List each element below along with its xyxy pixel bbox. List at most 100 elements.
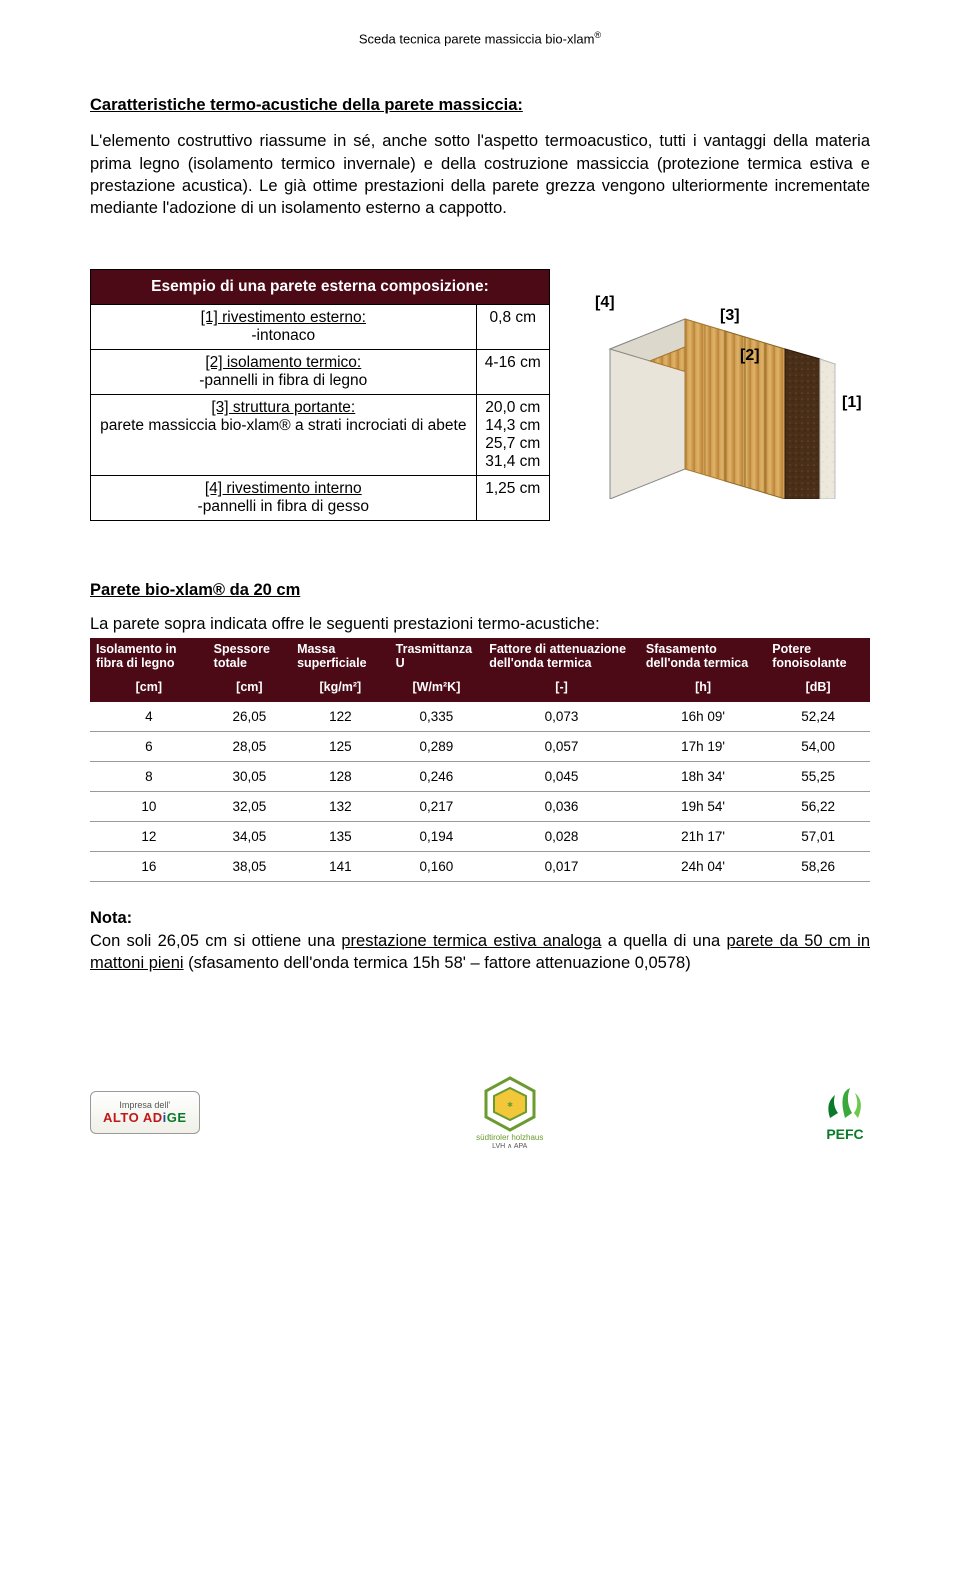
perf-unit: [dB]	[766, 674, 870, 702]
perf-cell: 6	[90, 732, 208, 762]
perf-cell: 18h 34'	[640, 762, 766, 792]
comp-row-label: [1] rivestimento esterno:-intonaco	[91, 305, 477, 350]
page-header: Sceda tecnica parete massiccia bio-xlam®	[90, 30, 870, 46]
perf-cell: 0,057	[483, 732, 640, 762]
perf-cell: 24h 04'	[640, 852, 766, 882]
note-block: Nota: Con soli 26,05 cm si ottiene una p…	[90, 907, 870, 974]
perf-header: Trasmittanza U	[390, 638, 484, 674]
logo-alto-2: AD	[143, 1110, 163, 1125]
perf-cell: 0,028	[483, 822, 640, 852]
perf-cell: 0,160	[390, 852, 484, 882]
svg-text:✱: ✱	[507, 1101, 513, 1109]
table-row: 830,051280,2460,04518h 34'55,25	[90, 762, 870, 792]
comp-row-value: 1,25 cm	[476, 476, 549, 521]
perf-cell: 0,073	[483, 702, 640, 732]
note-label: Nota:	[90, 909, 132, 927]
table-row: 628,051250,2890,05717h 19'54,00	[90, 732, 870, 762]
perf-cell: 16h 09'	[640, 702, 766, 732]
holzhaus-icon: ✱	[480, 1074, 540, 1134]
table-row: 1638,051410,1600,01724h 04'58,26	[90, 852, 870, 882]
perf-cell: 122	[291, 702, 390, 732]
section2-title-text: Parete bio-xlam® da 20 cm	[90, 581, 300, 599]
perf-cell: 57,01	[766, 822, 870, 852]
logo-alto-adige: Impresa dell' ALTO ADiGE	[90, 1091, 200, 1134]
composition-table: Esempio di una parete esterna composizio…	[90, 269, 550, 521]
perf-header: Isolamento in fibra di legno	[90, 638, 208, 674]
composition-row: Esempio di una parete esterna composizio…	[90, 269, 870, 521]
table-row: 1234,051350,1940,02821h 17'57,01	[90, 822, 870, 852]
logo-holzhaus: ✱ südtiroler holzhaus LVH ∧ APA	[476, 1074, 543, 1150]
perf-intro: La parete sopra indicata offre le seguen…	[90, 615, 870, 634]
diagram-label-2: [2]	[740, 347, 760, 365]
section1-body: L'elemento costruttivo riassume in sé, a…	[90, 130, 870, 219]
perf-cell: 0,289	[390, 732, 484, 762]
section1-title: Caratteristiche termo-acustiche della pa…	[90, 96, 870, 115]
perf-cell: 19h 54'	[640, 792, 766, 822]
perf-cell: 30,05	[208, 762, 291, 792]
perf-cell: 38,05	[208, 852, 291, 882]
perf-cell: 132	[291, 792, 390, 822]
comp-row-value: 4-16 cm	[476, 350, 549, 395]
perf-unit: [kg/m²]	[291, 674, 390, 702]
perf-cell: 0,017	[483, 852, 640, 882]
header-sup: ®	[594, 30, 601, 40]
section2-title: Parete bio-xlam® da 20 cm	[90, 581, 870, 600]
perf-cell: 16	[90, 852, 208, 882]
perf-cell: 0,217	[390, 792, 484, 822]
note-mid: a quella di una	[601, 932, 726, 950]
table-row: 426,051220,3350,07316h 09'52,24	[90, 702, 870, 732]
holzhaus-side: holzhaus	[511, 1133, 543, 1142]
diagram-label-4: [4]	[595, 294, 615, 312]
holzhaus-top: südtiroler	[476, 1133, 509, 1142]
perf-cell: 55,25	[766, 762, 870, 792]
perf-unit: [W/m²K]	[390, 674, 484, 702]
comp-row-label: [3] struttura portante:parete massiccia …	[91, 395, 477, 476]
perf-cell: 135	[291, 822, 390, 852]
perf-cell: 26,05	[208, 702, 291, 732]
perf-unit: [cm]	[208, 674, 291, 702]
note-u1: prestazione termica estiva analoga	[341, 932, 601, 950]
perf-unit: [h]	[640, 674, 766, 702]
perf-cell: 12	[90, 822, 208, 852]
perf-header: Potere fonoisolante	[766, 638, 870, 674]
perf-cell: 56,22	[766, 792, 870, 822]
perf-cell: 128	[291, 762, 390, 792]
perf-unit: [cm]	[90, 674, 208, 702]
logo-alto-1: ALTO	[103, 1110, 139, 1125]
perf-cell: 0,194	[390, 822, 484, 852]
holzhaus-bottom: LVH ∧ APA	[476, 1142, 543, 1150]
perf-cell: 34,05	[208, 822, 291, 852]
logo-alto-4: GE	[167, 1110, 187, 1125]
footer-logos: Impresa dell' ALTO ADiGE ✱ südtiroler ho…	[90, 1074, 870, 1150]
perf-cell: 0,335	[390, 702, 484, 732]
note-post: (sfasamento dell'onda termica 15h 58' – …	[184, 954, 691, 972]
diagram-label-3: [3]	[720, 307, 740, 325]
perf-cell: 0,045	[483, 762, 640, 792]
comp-table-header: Esempio di una parete esterna composizio…	[91, 270, 550, 305]
perf-cell: 54,00	[766, 732, 870, 762]
logo-alto-top: Impresa dell'	[103, 1100, 187, 1110]
perf-header: Massa superficiale	[291, 638, 390, 674]
perf-cell: 52,24	[766, 702, 870, 732]
perf-cell: 58,26	[766, 852, 870, 882]
table-row: 1032,051320,2170,03619h 54'56,22	[90, 792, 870, 822]
comp-row-value: 0,8 cm	[476, 305, 549, 350]
pefc-text: PEFC	[820, 1126, 870, 1142]
comp-row-label: [2] isolamento termico:-pannelli in fibr…	[91, 350, 477, 395]
perf-header: Fattore di attenuazione dell'onda termic…	[483, 638, 640, 674]
wall-diagram: [4] [3] [2] [1]	[580, 269, 870, 499]
perf-cell: 4	[90, 702, 208, 732]
perf-cell: 8	[90, 762, 208, 792]
logo-pefc: PEFC	[820, 1083, 870, 1142]
perf-cell: 32,05	[208, 792, 291, 822]
comp-row-label: [4] rivestimento interno-pannelli in fib…	[91, 476, 477, 521]
perf-cell: 0,246	[390, 762, 484, 792]
performance-table: Isolamento in fibra di legnoSpessore tot…	[90, 638, 870, 882]
perf-cell: 125	[291, 732, 390, 762]
perf-unit: [-]	[483, 674, 640, 702]
perf-cell: 10	[90, 792, 208, 822]
perf-cell: 0,036	[483, 792, 640, 822]
perf-cell: 141	[291, 852, 390, 882]
perf-header: Spessore totale	[208, 638, 291, 674]
pefc-icon	[820, 1083, 870, 1123]
